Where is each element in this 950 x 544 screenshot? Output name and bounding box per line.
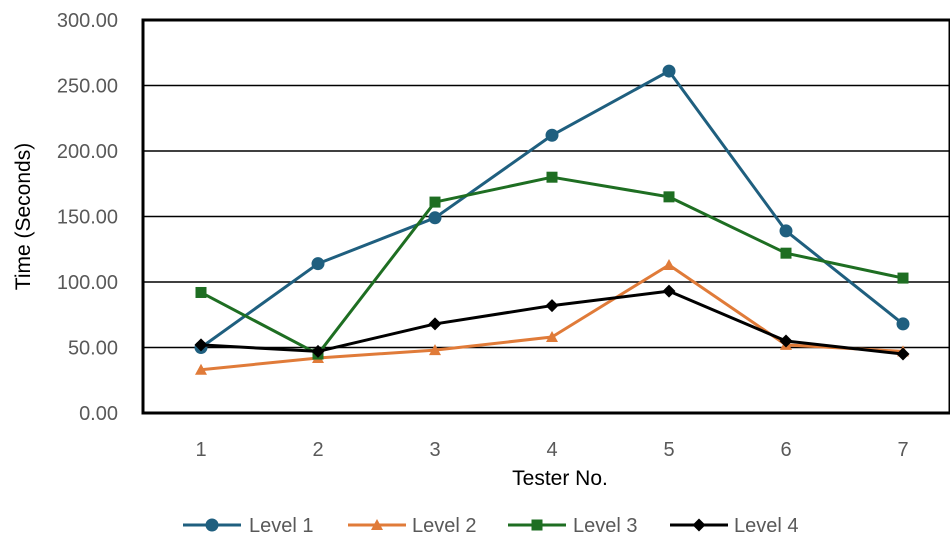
legend-item: Level 3 bbox=[508, 515, 638, 537]
y-tick-label: 200.00 bbox=[57, 141, 118, 163]
x-tick-label: 1 bbox=[195, 439, 206, 461]
y-tick-label: 50.00 bbox=[68, 338, 118, 360]
legend-marker bbox=[531, 519, 543, 531]
x-tick-label: 5 bbox=[663, 439, 674, 461]
data-point bbox=[429, 344, 441, 356]
series-line bbox=[200, 263, 904, 372]
data-point bbox=[428, 211, 442, 225]
x-tick-label: 7 bbox=[897, 439, 908, 461]
legend-item: Level 1 bbox=[183, 515, 314, 537]
data-point bbox=[195, 363, 207, 375]
y-tick-label: 300.00 bbox=[57, 10, 118, 32]
legend-marker bbox=[205, 518, 219, 532]
legend-label: Level 1 bbox=[249, 515, 314, 537]
data-point bbox=[780, 247, 792, 259]
data-point bbox=[779, 334, 793, 348]
legend-item: Level 4 bbox=[670, 515, 799, 537]
data-point bbox=[662, 64, 676, 78]
series-level-1 bbox=[194, 64, 910, 354]
data-point bbox=[663, 191, 675, 203]
data-point bbox=[546, 331, 558, 343]
x-tick-label: 6 bbox=[780, 439, 791, 461]
y-axis-title: Time (Seconds) bbox=[12, 143, 35, 290]
y-tick-label: 0.00 bbox=[79, 403, 118, 425]
legend-label: Level 4 bbox=[734, 515, 799, 537]
x-tick-label: 4 bbox=[546, 439, 557, 461]
y-tick-label: 250.00 bbox=[57, 76, 118, 98]
data-point bbox=[195, 286, 207, 298]
data-point bbox=[194, 338, 208, 352]
legend-label: Level 2 bbox=[412, 515, 477, 537]
x-tick-label: 2 bbox=[312, 439, 323, 461]
y-tick-label: 100.00 bbox=[57, 272, 118, 294]
legend: Level 1 Level 2 Level 3 Level 4 bbox=[183, 515, 799, 537]
x-axis-title: Tester No. bbox=[512, 467, 608, 490]
legend-marker bbox=[371, 519, 383, 530]
legend-label: Level 3 bbox=[573, 515, 638, 537]
data-point bbox=[429, 196, 441, 208]
legend-marker bbox=[692, 518, 706, 532]
data-point bbox=[546, 171, 558, 183]
data-point bbox=[428, 317, 442, 331]
data-point bbox=[545, 128, 559, 142]
data-point bbox=[545, 299, 559, 313]
series-level-4 bbox=[194, 284, 910, 361]
data-point bbox=[311, 344, 325, 358]
legend-item: Level 2 bbox=[348, 515, 477, 537]
data-point bbox=[662, 284, 676, 298]
data-point bbox=[896, 317, 910, 331]
y-tick-label: 150.00 bbox=[57, 207, 118, 229]
data-point bbox=[779, 224, 793, 238]
data-point bbox=[896, 347, 910, 361]
data-point bbox=[897, 272, 909, 284]
data-point bbox=[311, 257, 325, 271]
data-point bbox=[663, 258, 675, 270]
x-tick-label: 3 bbox=[429, 439, 440, 461]
series-line bbox=[200, 175, 904, 356]
